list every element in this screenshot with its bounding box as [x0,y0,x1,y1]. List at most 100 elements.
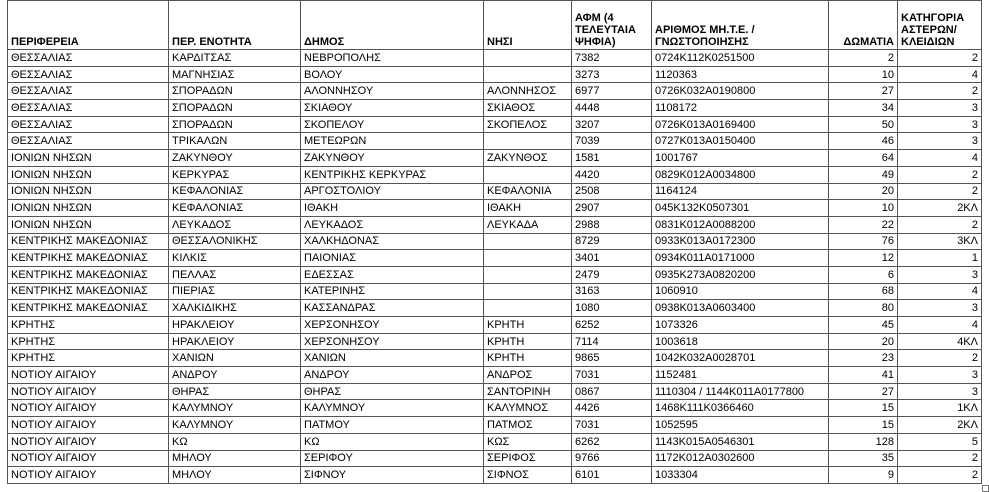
cell-municipality: ΧΑΝΙΩΝ [300,349,484,368]
cell-tax-id: 2988 [571,215,652,234]
cell-rooms: 49 [828,165,898,184]
cell-island [483,165,572,184]
cell-tax-id: 8729 [571,232,652,251]
table-row: ΘΕΣΣΑΛΙΑΣ ΣΠΟΡΑΔΩΝ ΑΛΟΝΝΗΣΟΥ ΑΛΟΝΝΗΣΟΣ 6977 0… [7,82,982,101]
accommodation-table: ΠΕΡΙΦΕΡΕΙΑ ΠΕΡ. ΕΝΟΤΗΤΑ ΔΗΜΟΣ ΝΗΣΙ ΑΦΜ (… [7,0,982,484]
cell-municipality: ΒΟΛΟΥ [300,65,484,84]
table-row: ΝΟΤΙΟΥ ΑΙΓΑΙΟΥ ΚΑΛΥΜΝΟΥ ΚΑΛΥΜΝΟΥ ΚΑΛΥΜΝΟΣ 44… [7,399,982,418]
cell-rooms: 50 [828,115,898,134]
cell-tax-id: 6101 [571,466,652,484]
cell-rooms: 23 [828,349,898,368]
cell-island: ΚΡΗΤΗ [483,316,572,334]
table-row: ΚΡΗΤΗΣ ΗΡΑΚΛΕΙΟΥ ΧΕΡΣΟΝΗΣΟΥ ΚΡΗΤΗ 6252 107332… [7,316,982,334]
cell-island [483,282,572,301]
cell-island [483,299,572,317]
cell-tax-id: 4420 [571,165,652,184]
cell-category: 1ΚΛ [897,399,982,418]
cell-category: 3 [897,115,982,134]
header-row: ΠΕΡΙΦΕΡΕΙΑ ΠΕΡ. ΕΝΟΤΗΤΑ ΔΗΜΟΣ ΝΗΣΙ ΑΦΜ (… [7,0,982,50]
cell-region: ΘΕΣΣΑΛΙΑΣ [7,115,169,134]
table-row: ΙΟΝΙΩΝ ΝΗΣΩΝ ΚΕΦΑΛΟΝΙΑΣ ΙΘΑΚΗ ΙΘΑΚΗ 2907 045K… [7,199,982,217]
cell-region: ΘΕΣΣΑΛΙΑΣ [7,132,169,151]
cell-category: 2ΚΛ [897,416,982,434]
cell-regional-unit: ΣΠΟΡΑΔΩΝ [168,82,301,101]
cell-rooms: 128 [828,432,898,451]
cell-rooms: 27 [828,82,898,101]
cell-island: ΣΙΦΝΟΣ [483,466,572,484]
cell-rooms: 76 [828,232,898,251]
cell-category: 2 [897,165,982,184]
cell-registry-number: 1143K015A0546301 [651,432,829,451]
cell-island: ΣΚΙΑΘΟΣ [483,99,572,117]
cell-island: ΣΑΝΤΟΡΙΝΗ [483,382,572,401]
cell-registry-number: 0938K013A0603400 [651,299,829,317]
cell-tax-id: 9766 [571,449,652,468]
cell-rooms: 10 [828,65,898,84]
cell-rooms: 46 [828,132,898,151]
cell-municipality: ΣΙΦΝΟΥ [300,466,484,484]
cell-region: ΝΟΤΙΟΥ ΑΙΓΑΙΟΥ [7,416,169,434]
cell-regional-unit: ΠΙΕΡΙΑΣ [168,282,301,301]
cell-island: ΚΡΗΤΗ [483,349,572,368]
cell-region: ΝΟΤΙΟΥ ΑΙΓΑΙΟΥ [7,382,169,401]
cell-municipality: ΣΕΡΙΦΟΥ [300,449,484,468]
cell-regional-unit: ΛΕΥΚΑΔΟΣ [168,215,301,234]
table-row: ΝΟΤΙΟΥ ΑΙΓΑΙΟΥ ΜΗΛΟΥ ΣΙΦΝΟΥ ΣΙΦΝΟΣ 6101 10333… [7,466,982,484]
cell-island: ΠΑΤΜΟΣ [483,416,572,434]
cell-municipality: ΑΛΟΝΝΗΣΟΥ [300,82,484,101]
cell-tax-id: 7031 [571,366,652,384]
cell-registry-number: 1468K111K0366460 [651,399,829,418]
cell-rooms: 35 [828,449,898,468]
cell-registry-number: 1164124 [651,182,829,201]
cell-tax-id: 3207 [571,115,652,134]
table-row: ΘΕΣΣΑΛΙΑΣ ΤΡΙΚΑΛΩΝ ΜΕΤΕΩΡΩΝ 7039 0727K013A01… [7,132,982,151]
cell-regional-unit: ΚΑΛΥΜΝΟΥ [168,399,301,418]
cell-rooms: 45 [828,316,898,334]
table-row: ΘΕΣΣΑΛΙΑΣ ΜΑΓΝΗΣΙΑΣ ΒΟΛΟΥ 3273 1120363 10 4 [7,65,982,84]
col-category: ΚΑΤΗΓΟΡΙΑ ΑΣΤΕΡΩΝ/ ΚΛΕΙΔΙΩΝ [897,0,982,50]
cell-registry-number: 0727K013A0150400 [651,132,829,151]
cell-category: 2 [897,449,982,468]
cell-rooms: 9 [828,466,898,484]
table-row: ΝΟΤΙΟΥ ΑΙΓΑΙΟΥ ΑΝΔΡΟΥ ΑΝΔΡΟΥ ΑΝΔΡΟΣ 7031 1152… [7,366,982,384]
cell-municipality: ΚΩ [300,432,484,451]
cell-tax-id: 0867 [571,382,652,401]
cell-category: 3 [897,99,982,117]
cell-regional-unit: ΜΑΓΝΗΣΙΑΣ [168,65,301,84]
cell-island: ΚΡΗΤΗ [483,332,572,351]
cell-tax-id: 7114 [571,332,652,351]
cell-tax-id: 4426 [571,399,652,418]
cell-region: ΝΟΤΙΟΥ ΑΙΓΑΙΟΥ [7,466,169,484]
cell-region: ΚΕΝΤΡΙΚΗΣ ΜΑΚΕΔΟΝΙΑΣ [7,299,169,317]
cell-region: ΙΟΝΙΩΝ ΝΗΣΩΝ [7,149,169,167]
cell-registry-number: 045K132K0507301 [651,199,829,217]
table-row: ΝΟΤΙΟΥ ΑΙΓΑΙΟΥ ΚΩ ΚΩ ΚΩΣ 6262 1143K015A054630… [7,432,982,451]
cell-rooms: 20 [828,182,898,201]
cell-registry-number: 1003618 [651,332,829,351]
cell-municipality: ΣΚΙΑΘΟΥ [300,99,484,117]
cell-island: ΛΕΥΚΑΔΑ [483,215,572,234]
cell-rooms: 12 [828,249,898,267]
cell-municipality: ΣΚΟΠΕΛΟΥ [300,115,484,134]
cell-category: 4 [897,316,982,334]
table-row: ΝΟΤΙΟΥ ΑΙΓΑΙΟΥ ΜΗΛΟΥ ΣΕΡΙΦΟΥ ΣΕΡΙΦΟΣ 9766 117… [7,449,982,468]
cell-municipality: ΧΕΡΣΟΝΗΣΟΥ [300,332,484,351]
table-row: ΙΟΝΙΩΝ ΝΗΣΩΝ ΖΑΚΥΝΘΟΥ ΖΑΚΥΝΘΟΥ ΖΑΚΥΝΘΟΣ 1581… [7,149,982,167]
cell-region: ΚΡΗΤΗΣ [7,316,169,334]
cell-region: ΘΕΣΣΑΛΙΑΣ [7,49,169,67]
cell-regional-unit: ΜΗΛΟΥ [168,449,301,468]
cell-category: 3 [897,132,982,151]
cell-tax-id: 6252 [571,316,652,334]
cell-region: ΘΕΣΣΑΛΙΑΣ [7,99,169,117]
cell-municipality: ΚΑΣΣΑΝΔΡΑΣ [300,299,484,317]
cell-category: 2 [897,466,982,484]
cell-municipality: ΙΘΑΚΗ [300,199,484,217]
cell-region: ΙΟΝΙΩΝ ΝΗΣΩΝ [7,215,169,234]
cell-registry-number: 0726K032A0190800 [651,82,829,101]
cell-category: 2ΚΛ [897,199,982,217]
cell-rooms: 41 [828,366,898,384]
cell-category: 1 [897,249,982,267]
cell-rooms: 2 [828,49,898,67]
cell-category: 2 [897,215,982,234]
table-row: ΙΟΝΙΩΝ ΝΗΣΩΝ ΚΕΦΑΛΟΝΙΑΣ ΑΡΓΟΣΤΟΛΙΟΥ ΚΕΦΑΛΟΝ… [7,182,982,201]
